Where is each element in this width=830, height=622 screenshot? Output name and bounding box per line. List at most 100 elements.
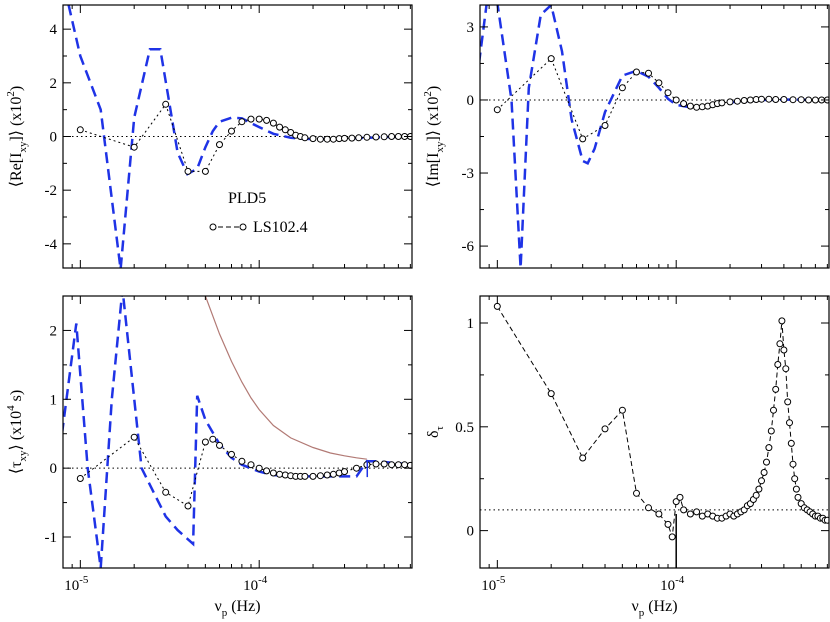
y-axis-label: ⟨Im[Ixy]⟩ (x102)	[422, 86, 446, 187]
data-point	[76, 126, 84, 134]
plot-area-im	[480, 5, 829, 268]
y-tick-label: 0	[50, 461, 58, 477]
data-point	[789, 460, 797, 468]
data-point	[547, 55, 555, 63]
x-axis-label: νp (Hz)	[631, 598, 677, 619]
data-point	[767, 427, 775, 435]
data-point	[493, 302, 501, 310]
data-point	[693, 508, 701, 516]
data-point	[686, 102, 694, 110]
data-point	[216, 441, 223, 449]
y-tick-label: -6	[462, 239, 475, 255]
x-tick-label: 10-4	[660, 574, 685, 594]
data-point	[760, 469, 768, 476]
data-point	[323, 471, 331, 479]
data-point	[547, 390, 555, 398]
data-point	[758, 95, 765, 103]
series-curve-line	[204, 296, 367, 460]
y-axis-label: ⟨Re[Ixy]⟩ (x102)	[5, 86, 29, 187]
data-point	[255, 464, 263, 472]
data-point	[209, 435, 217, 443]
data-point	[216, 141, 223, 149]
data-point	[672, 498, 680, 506]
data-point	[341, 134, 348, 142]
data-point	[765, 444, 773, 452]
y-tick-label: 0	[50, 130, 58, 146]
data-point	[281, 126, 289, 134]
y-tick-label: 2	[50, 76, 58, 92]
data-point	[263, 116, 271, 124]
data-point	[388, 133, 396, 140]
data-point	[776, 340, 784, 348]
legend-label-pld5: PLD5	[228, 190, 266, 207]
data-point	[162, 488, 170, 496]
data-point	[493, 106, 501, 114]
data-point	[316, 472, 324, 480]
y-tick-label: -4	[45, 237, 58, 253]
y-tick-label: 4	[50, 22, 58, 38]
panel-delta: 0 0.5 1 10-5 10-4 δτ νp (Hz)	[425, 295, 830, 619]
data-point	[201, 167, 209, 175]
data-point	[726, 98, 734, 106]
data-point	[618, 406, 626, 414]
data-point	[228, 127, 235, 135]
data-point	[655, 79, 663, 87]
data-point	[786, 419, 793, 427]
data-point	[372, 460, 380, 468]
data-point	[772, 96, 780, 103]
data-point	[372, 133, 380, 141]
data-point	[184, 167, 192, 175]
data-point	[76, 475, 84, 482]
data-point	[733, 97, 741, 105]
data-point	[263, 467, 271, 475]
data-point	[388, 461, 396, 469]
y-tick-label: 0.5	[455, 420, 474, 436]
plot-frame	[479, 4, 830, 269]
data-point	[664, 520, 672, 528]
data-point	[791, 475, 799, 483]
data-point	[276, 123, 284, 131]
plot-area-tau	[63, 296, 412, 568]
legend-marker	[209, 223, 217, 231]
data-point	[329, 470, 337, 478]
data-point	[633, 68, 640, 76]
data-point	[618, 84, 626, 92]
data-point	[201, 438, 209, 446]
data-point	[255, 115, 263, 123]
data-point	[686, 510, 694, 518]
data-point	[228, 450, 235, 458]
data-point	[780, 346, 788, 354]
data-point	[363, 133, 371, 141]
y-tick-label: 0	[467, 524, 475, 540]
data-point	[797, 96, 805, 104]
data-point	[130, 433, 138, 441]
data-point	[655, 510, 663, 518]
x-tick-label: 10-4	[243, 574, 268, 594]
legend-marker	[239, 223, 247, 231]
data-point	[301, 472, 309, 480]
data-point	[301, 134, 309, 142]
data-point	[247, 115, 255, 123]
data-point	[601, 122, 609, 129]
data-point	[770, 406, 777, 414]
data-point	[645, 504, 652, 512]
data-point	[601, 425, 609, 433]
data-point	[664, 89, 672, 97]
data-point	[746, 96, 754, 104]
data-point	[579, 454, 587, 462]
data-point	[794, 493, 802, 501]
data-point	[579, 135, 587, 143]
data-point	[782, 365, 790, 373]
plot-frame	[62, 295, 413, 569]
data-point	[778, 317, 786, 325]
data-point	[755, 485, 763, 493]
x-axis-label: νp (Hz)	[214, 598, 260, 619]
data-point	[401, 461, 409, 469]
data-point	[247, 461, 255, 469]
data-point	[348, 134, 356, 142]
data-point	[130, 143, 138, 151]
x-tick-label: 10-5	[64, 574, 89, 594]
plot-frame	[479, 295, 830, 569]
data-point	[676, 493, 684, 501]
y-tick-label: 0	[467, 93, 475, 109]
